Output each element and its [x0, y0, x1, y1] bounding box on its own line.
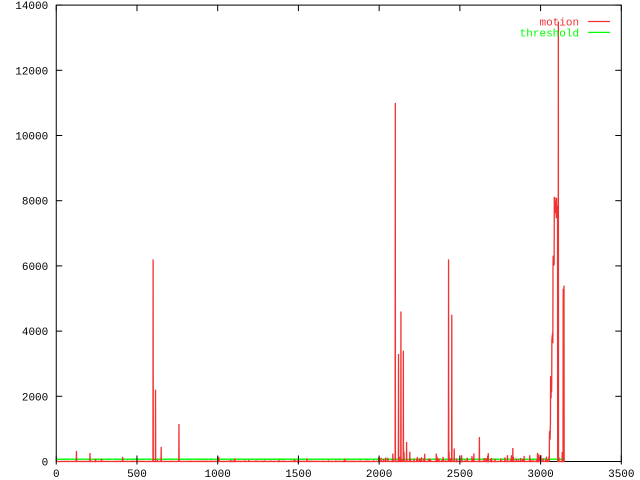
- svg-text:0: 0: [53, 469, 60, 480]
- svg-text:2000: 2000: [366, 469, 392, 480]
- svg-text:10000: 10000: [15, 132, 48, 144]
- svg-text:3500: 3500: [608, 469, 634, 480]
- svg-text:2500: 2500: [447, 469, 473, 480]
- svg-text:500: 500: [127, 469, 147, 480]
- svg-text:threshold: threshold: [520, 29, 579, 41]
- svg-text:12000: 12000: [15, 66, 48, 78]
- svg-text:6000: 6000: [22, 262, 48, 274]
- svg-text:2000: 2000: [22, 392, 48, 404]
- svg-text:14000: 14000: [15, 1, 48, 13]
- svg-text:4000: 4000: [22, 327, 48, 339]
- svg-text:0: 0: [42, 458, 49, 470]
- svg-text:8000: 8000: [22, 197, 48, 209]
- svg-text:1500: 1500: [285, 469, 311, 480]
- svg-text:1000: 1000: [204, 469, 230, 480]
- svg-text:3000: 3000: [527, 469, 553, 480]
